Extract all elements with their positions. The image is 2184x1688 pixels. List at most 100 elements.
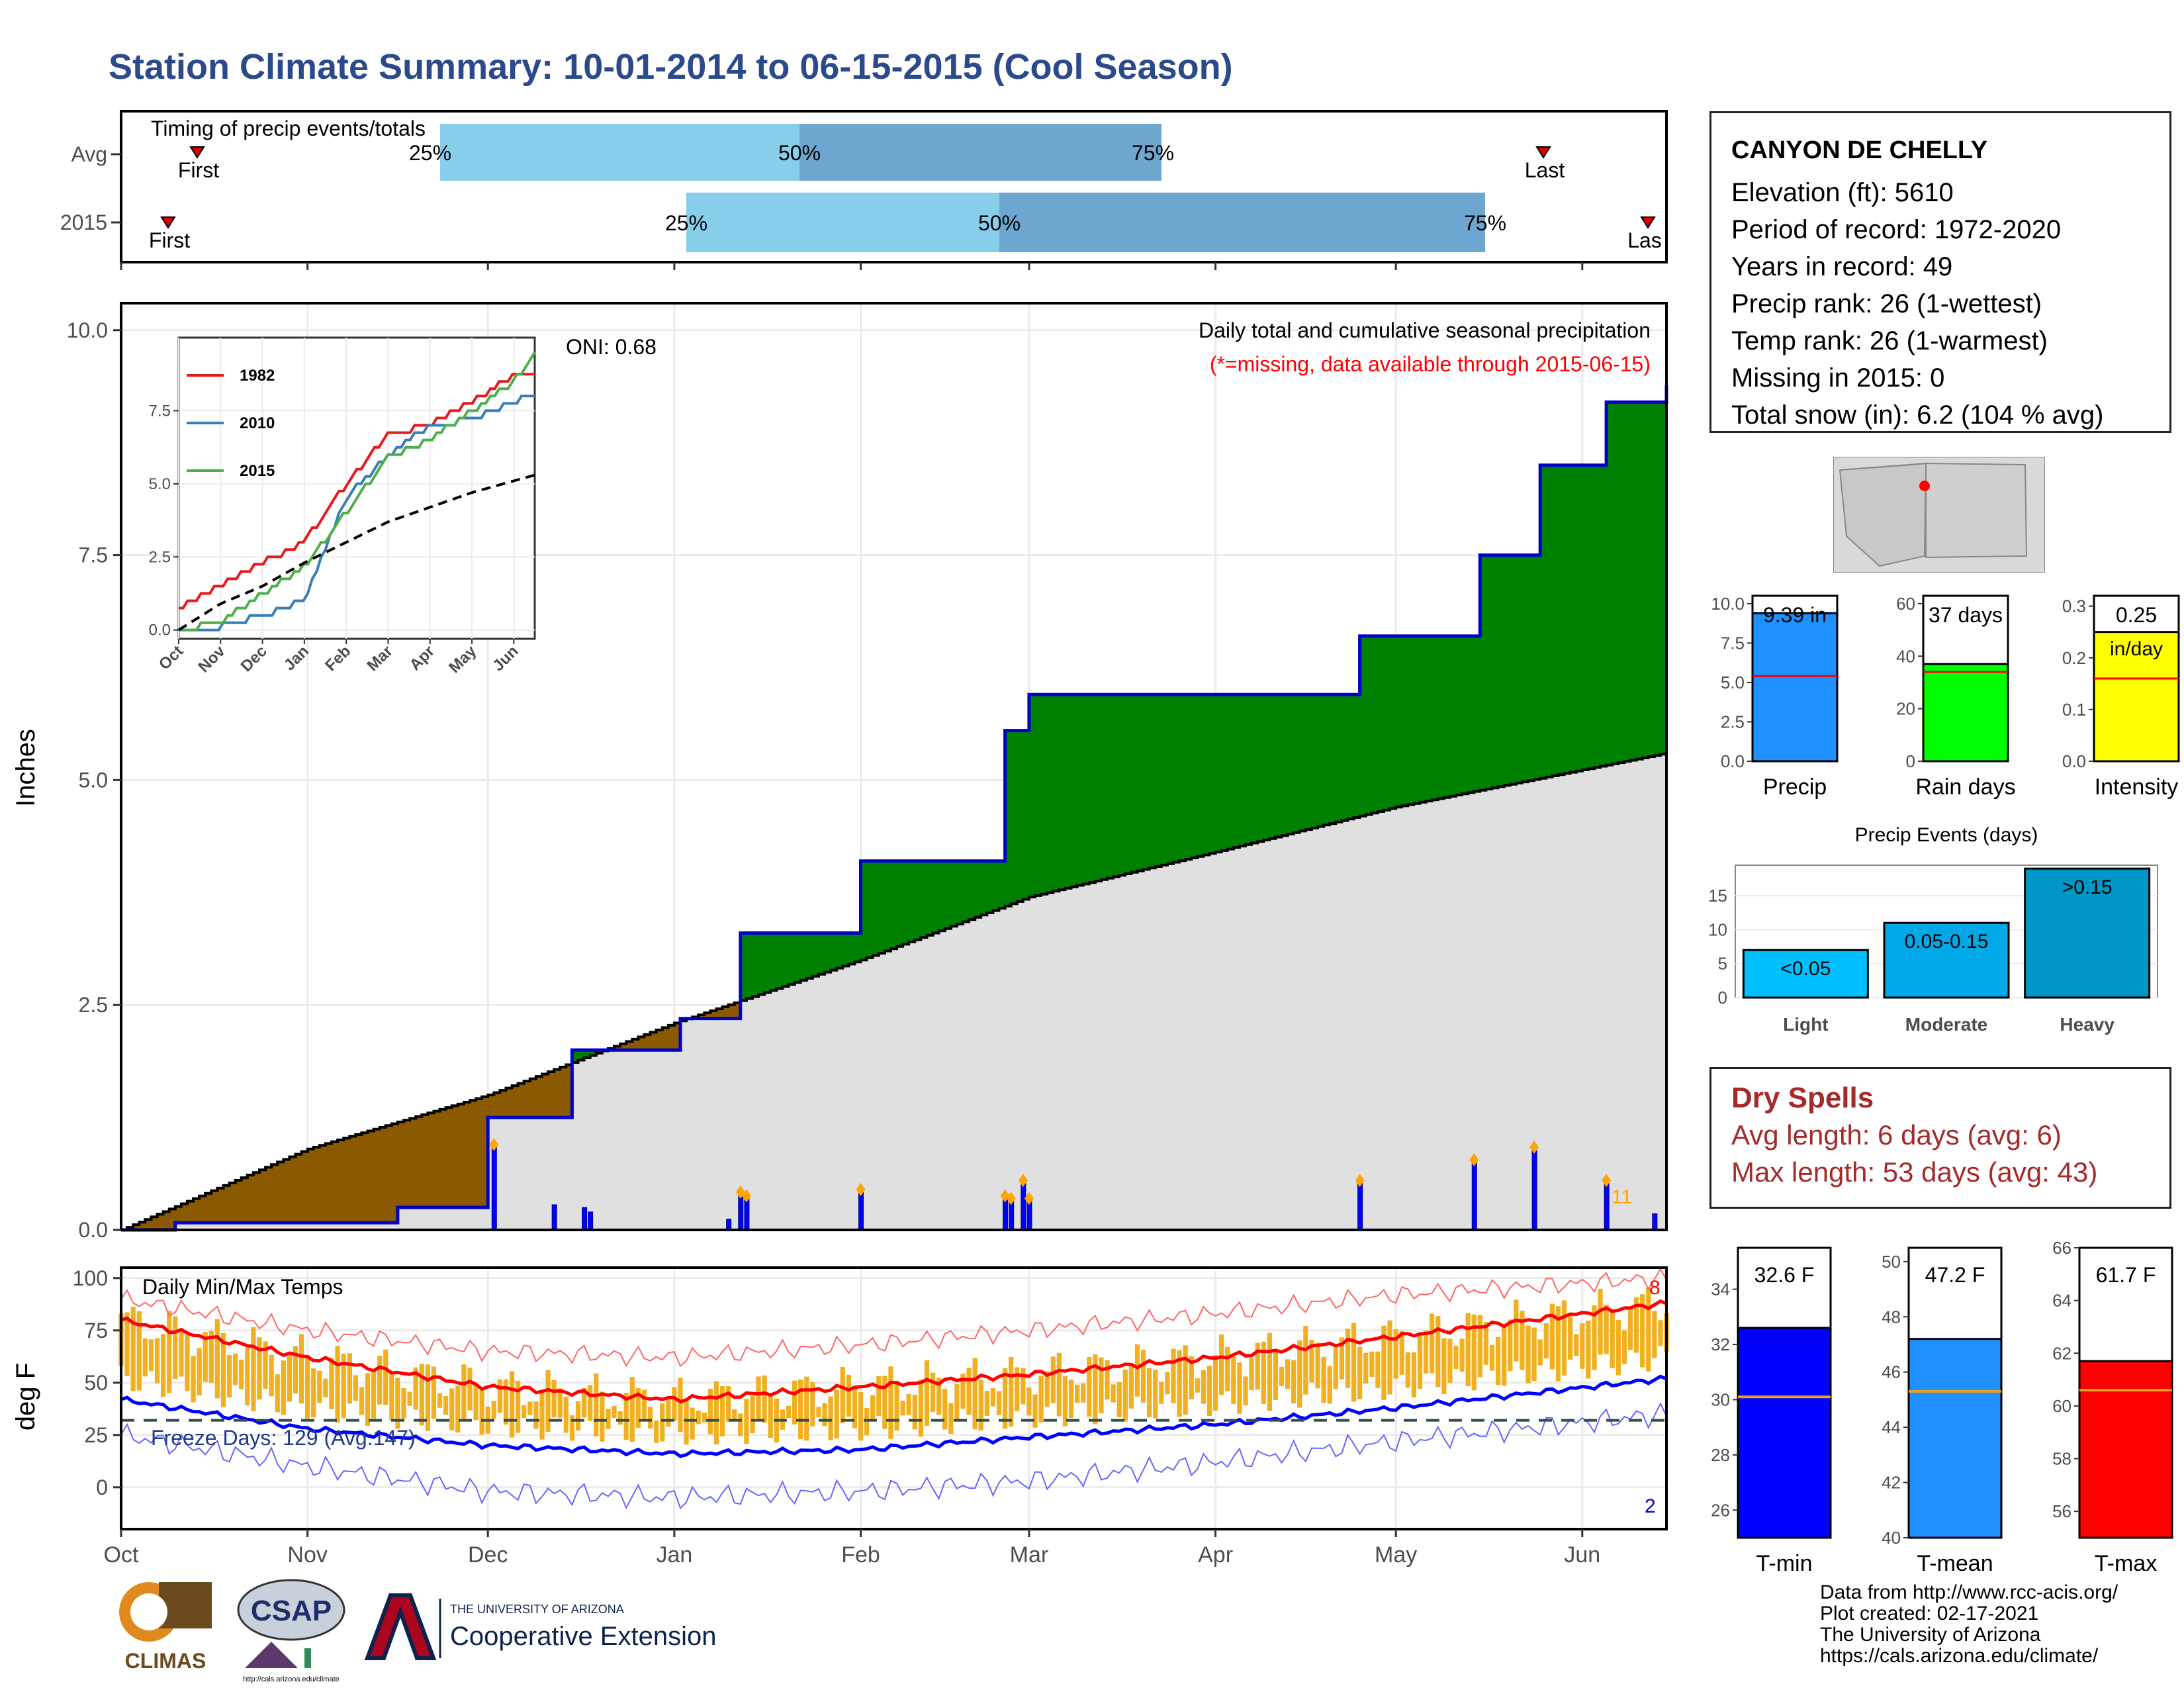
daily-temp-bar xyxy=(167,1311,172,1393)
y2015-band-late xyxy=(999,193,1485,252)
ytick-label: 2.5 xyxy=(79,993,108,1017)
timing-row-avg: Avg xyxy=(71,142,107,166)
daily-temp-bar xyxy=(1315,1342,1320,1389)
summary-value-label: 9.39 in xyxy=(1763,603,1827,627)
daily-temp-bar xyxy=(335,1346,340,1423)
daily-temp-bar xyxy=(1405,1352,1410,1388)
daily-temp-bar xyxy=(756,1376,761,1420)
heavy-event-marker xyxy=(1529,1140,1539,1154)
daily-temp-bar xyxy=(461,1364,467,1419)
daily-temp-bar xyxy=(1105,1360,1110,1400)
temp-bar-ytick-label: 42 xyxy=(1882,1473,1901,1493)
record-max-count: 8 xyxy=(1649,1277,1661,1299)
inset-legend: 1982 2010 2015 xyxy=(187,367,275,480)
daily-temp-bar xyxy=(1111,1384,1116,1403)
newmexico-shape xyxy=(1925,462,2028,559)
daily-temp-bar xyxy=(960,1374,966,1409)
summary-ytick-label: 0.1 xyxy=(2062,700,2086,720)
events-bar-moderate xyxy=(1883,921,2010,999)
daily-temp-bar xyxy=(1465,1313,1471,1387)
station-line: Years in record: 49 xyxy=(1731,252,1953,281)
temp-bar-t-max xyxy=(2078,1360,2173,1539)
heavy-event-marker xyxy=(1024,1192,1034,1205)
daily-temp-bar xyxy=(1303,1326,1308,1395)
events-bar-heavy xyxy=(2024,867,2151,999)
daily-temp-bar xyxy=(600,1391,605,1442)
daily-temp-bar xyxy=(341,1353,346,1419)
daily-temp-bar xyxy=(1189,1356,1194,1399)
summary-ytick-label: 0.0 xyxy=(1721,751,1745,771)
daily-temp-bar xyxy=(203,1332,208,1382)
daily-temp-bar xyxy=(1165,1372,1170,1395)
month-tick-label: Jun xyxy=(1564,1542,1600,1568)
daily-temp-bar xyxy=(1261,1341,1266,1404)
daily-temp-bar xyxy=(179,1328,184,1377)
daily-temp-bar xyxy=(160,1334,166,1397)
inset-line-2015 xyxy=(179,352,536,632)
daily-temp-bar xyxy=(353,1375,358,1401)
summary-ytick-label: 60 xyxy=(1896,594,1915,614)
daily-temp-bar xyxy=(966,1368,972,1415)
avg-band-early xyxy=(440,124,799,181)
daily-temp-bar xyxy=(1116,1382,1122,1417)
daily-temp-bar xyxy=(1212,1354,1218,1411)
daily-temp-bar xyxy=(1009,1356,1014,1427)
daily-temp-bar xyxy=(142,1338,148,1377)
page-title: Station Climate Summary: 10-01-2014 to 0… xyxy=(109,47,1233,87)
month-tick-label: May xyxy=(1375,1542,1417,1568)
daily-temp-bar xyxy=(431,1366,437,1419)
daily-temp-bar xyxy=(792,1380,797,1425)
precip-events-chart: Precip Events (days) 0 5 10 15 <0.05 Light 0.05… xyxy=(1708,824,2158,1035)
daily-temp-bar xyxy=(1309,1340,1314,1383)
temp-bar-ytick-label: 26 xyxy=(1711,1500,1730,1520)
footer-line: https://cals.arizona.edu/climate/ xyxy=(1820,1645,2099,1667)
summary-ytick-label: 20 xyxy=(1896,699,1915,719)
daily-temp-bar xyxy=(1459,1338,1465,1372)
temp-bar-ytick-label: 64 xyxy=(2052,1291,2071,1311)
daily-temp-bar xyxy=(653,1420,659,1443)
avg-p25-label: 25% xyxy=(409,141,451,165)
temp-bar-t-mean xyxy=(1907,1338,2003,1539)
daily-temp-bar xyxy=(1351,1323,1357,1402)
daily-temp-bar xyxy=(1237,1362,1242,1414)
temp-bar-ytick-label: 34 xyxy=(1711,1280,1730,1299)
daily-temp-bar xyxy=(1093,1354,1098,1425)
daily-temp-bar xyxy=(569,1415,575,1441)
daily-temp-bar xyxy=(1574,1334,1579,1356)
y2015-p50-label: 50% xyxy=(978,211,1021,235)
climas-text: CLIMAS xyxy=(125,1649,206,1673)
daily-temp-bar xyxy=(425,1364,430,1431)
daily-temp-bar xyxy=(972,1358,978,1430)
daily-temp-bar xyxy=(359,1387,365,1415)
daily-temp-bar xyxy=(588,1385,593,1421)
ytick-label: 0.0 xyxy=(79,1218,108,1242)
record-max-line xyxy=(120,1268,1667,1368)
daily-temp-bar xyxy=(401,1387,406,1419)
month-tick-label: Nov xyxy=(287,1542,327,1568)
summary-ytick-label: 10.0 xyxy=(1711,594,1745,614)
daily-temp-bar xyxy=(311,1368,316,1418)
daily-temp-bar xyxy=(1423,1330,1429,1374)
daily-temp-bar xyxy=(822,1403,827,1427)
y2015-last-label: Las xyxy=(1627,228,1662,252)
precip-annotation: Daily total and cumulative seasonal prec… xyxy=(1199,318,1651,342)
daily-temp-bar xyxy=(317,1370,322,1403)
csap-text: CSAP xyxy=(251,1595,332,1627)
daily-temp-bar xyxy=(635,1387,641,1429)
daily-temp-bar xyxy=(1183,1345,1188,1415)
daily-temp-bar xyxy=(467,1367,473,1411)
daily-temp-bar xyxy=(1561,1300,1567,1376)
daily-temp-bar xyxy=(1489,1344,1495,1371)
daily-temp-bar xyxy=(287,1352,293,1402)
daily-temp-bar xyxy=(1615,1319,1621,1376)
daily-temp-bar xyxy=(1477,1315,1482,1378)
daily-temp-bar xyxy=(239,1359,244,1389)
events-bin-label: 0.05-0.15 xyxy=(1905,931,1989,953)
daily-temp-bar xyxy=(846,1374,851,1417)
daily-temp-bar xyxy=(269,1354,274,1397)
summary-bar-label: Intensity xyxy=(2095,774,2179,800)
ytick-label: 5.0 xyxy=(79,768,108,792)
daily-temp-bar xyxy=(539,1392,545,1440)
daily-temp-bar xyxy=(1243,1376,1248,1406)
daily-temp-bar xyxy=(1508,1319,1513,1372)
